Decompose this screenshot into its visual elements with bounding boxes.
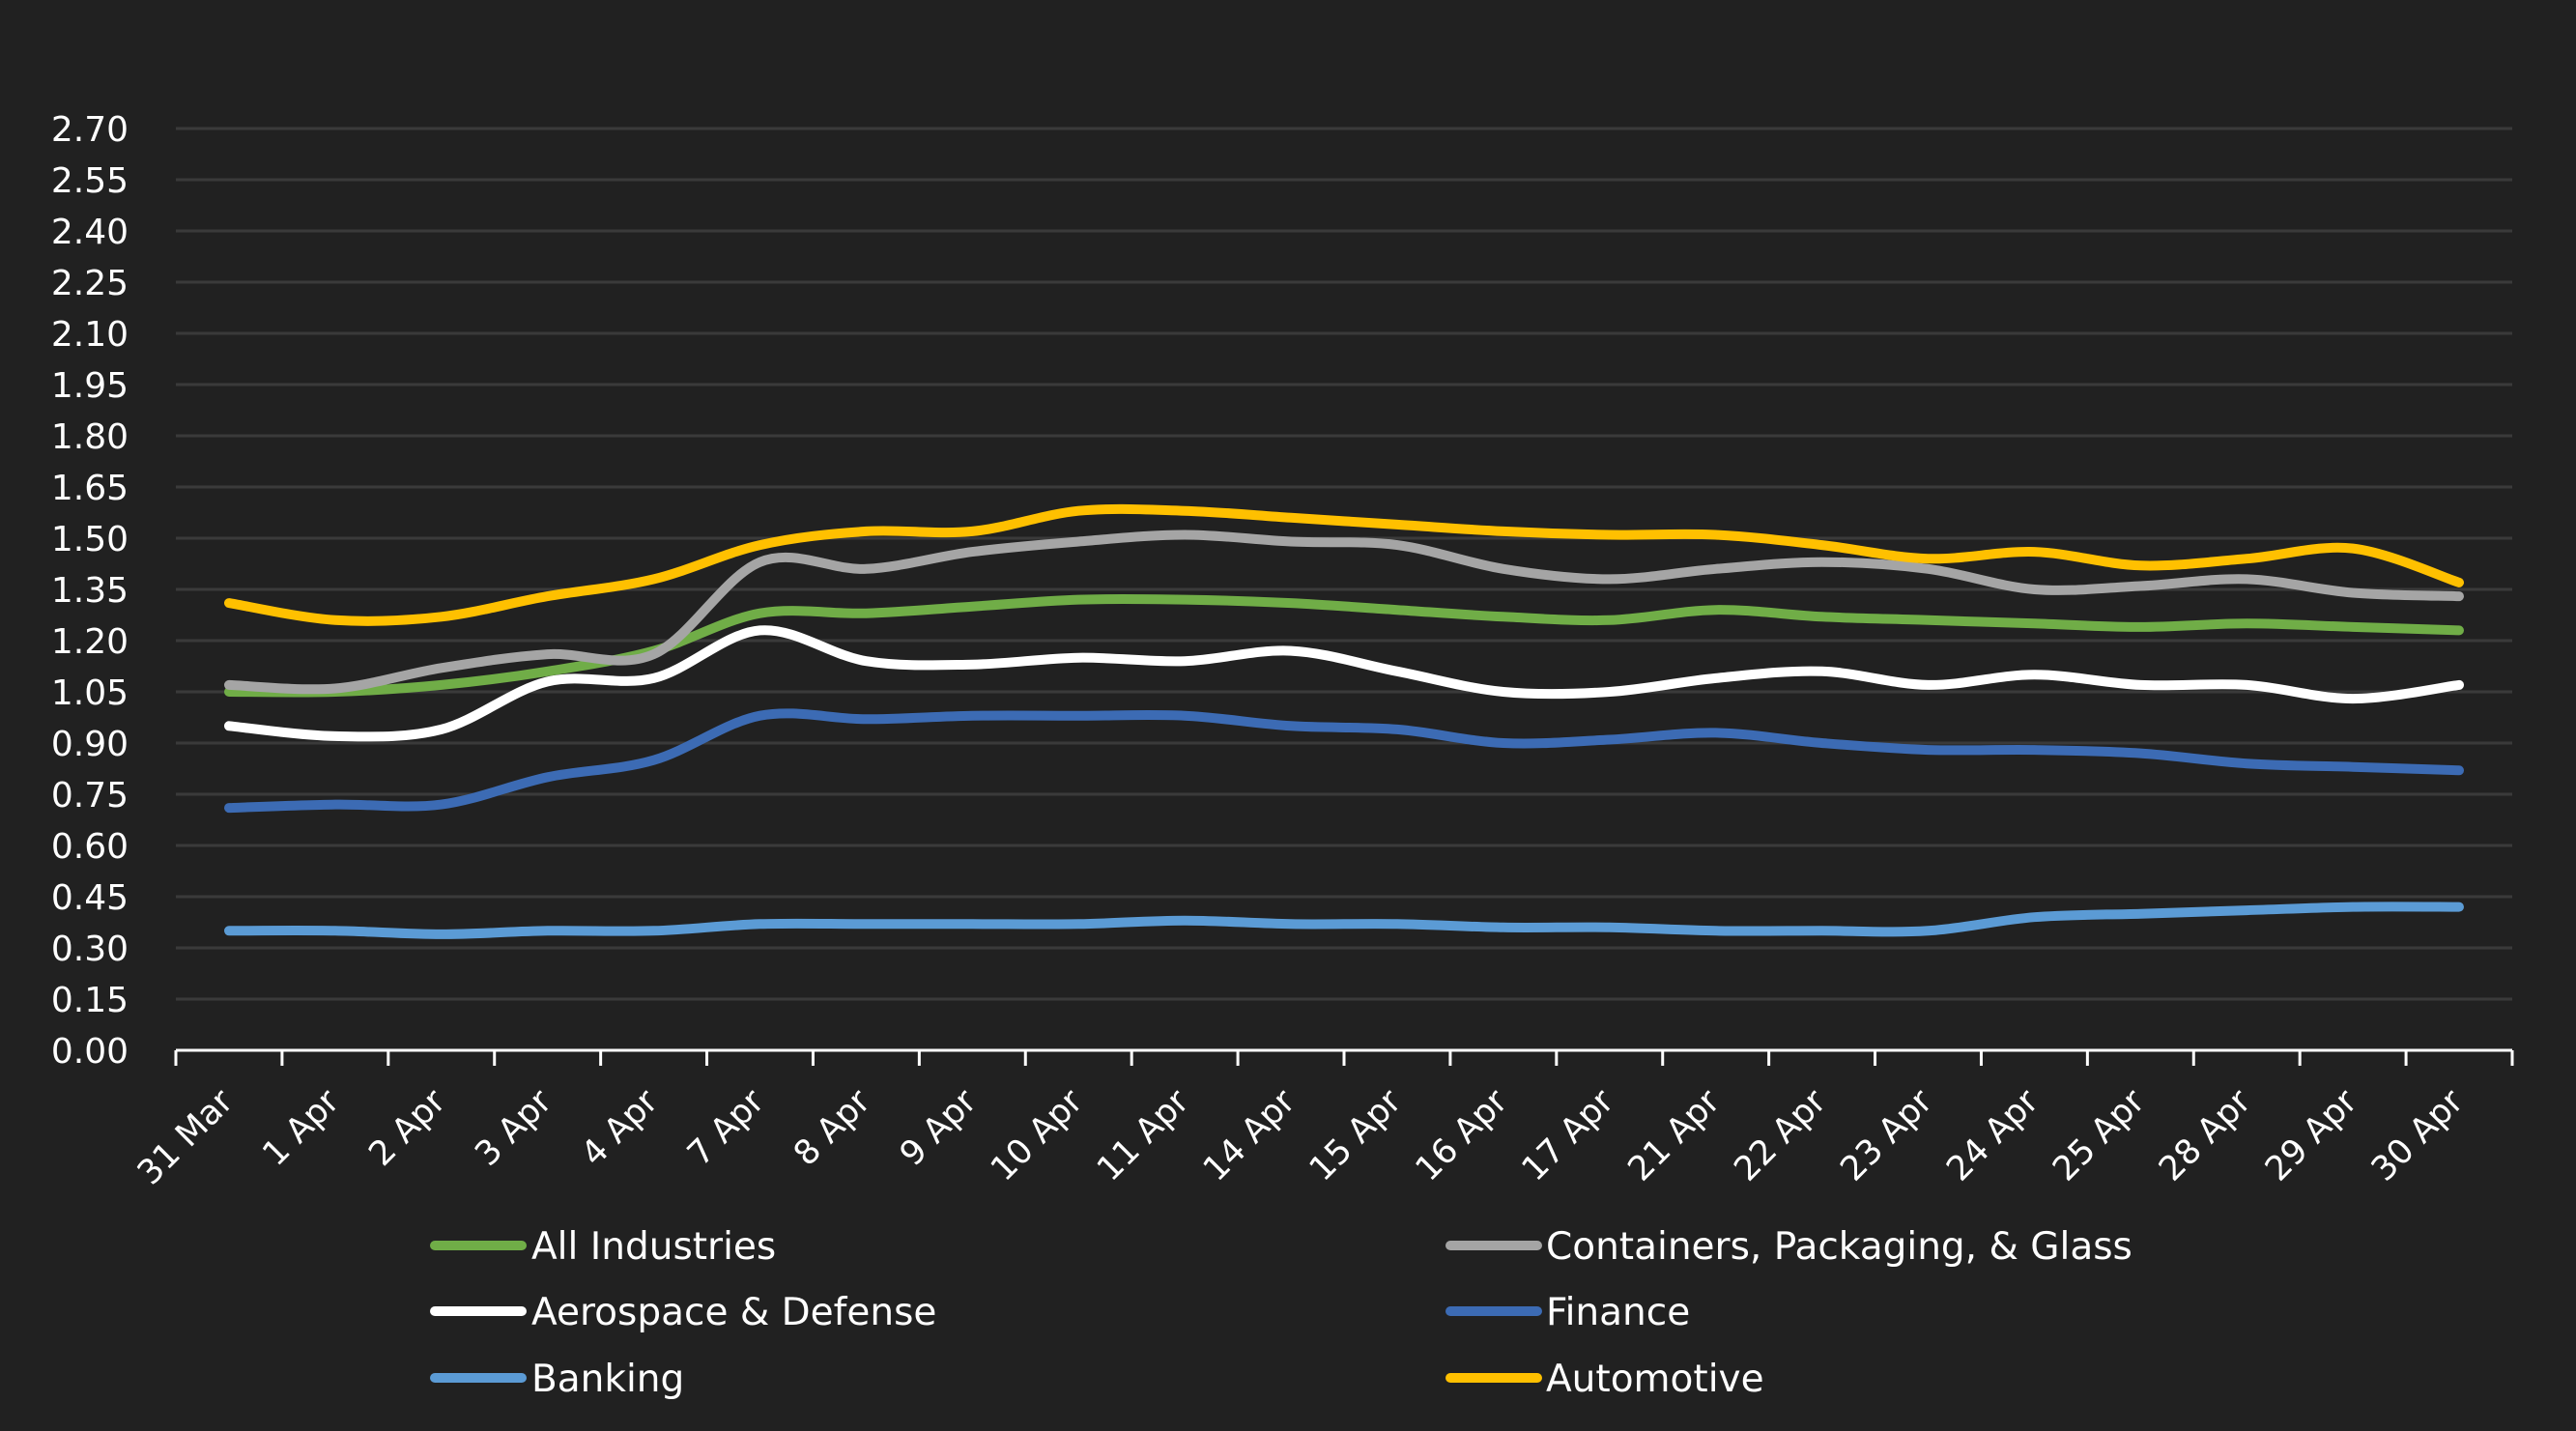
legend-item-all-industries[interactable]: All Industries (430, 1225, 776, 1269)
x-tick-label: 2 Apr (361, 1082, 453, 1174)
y-tick-label: 0.00 (51, 1032, 129, 1072)
x-tick-label: 8 Apr (787, 1082, 878, 1174)
y-tick-label: 2.40 (51, 213, 129, 252)
x-tick-label: 15 Apr (1302, 1082, 1410, 1189)
x-tick-label: 23 Apr (1833, 1082, 1940, 1189)
y-tick-label: 0.45 (51, 878, 129, 918)
y-tick-label: 1.35 (51, 571, 129, 611)
series-line-aerospace-defense (224, 625, 2464, 742)
x-tick-label: 25 Apr (2046, 1082, 2153, 1189)
y-tick-label: 0.90 (51, 725, 129, 764)
legend-item-automotive[interactable]: Automotive (1445, 1358, 1764, 1401)
legend-label: Aerospace & Defense (531, 1291, 936, 1334)
legend-item-aerospace-defense[interactable]: Aerospace & Defense (430, 1291, 936, 1334)
legend-label: Banking (531, 1358, 684, 1401)
legend-item-finance[interactable]: Finance (1445, 1291, 1690, 1334)
series-line-containers-packaging-glass (224, 529, 2464, 695)
legend-item-banking[interactable]: Banking (430, 1358, 684, 1401)
y-tick-label: 1.80 (51, 417, 129, 457)
y-tick-label: 2.55 (51, 161, 129, 201)
y-tick-label: 2.70 (51, 110, 129, 150)
x-tick-label: 30 Apr (2364, 1082, 2472, 1189)
x-tick-label: 9 Apr (893, 1082, 985, 1174)
x-tick-label: 1 Apr (256, 1082, 348, 1174)
y-tick-label: 1.05 (51, 673, 129, 713)
x-axis (174, 1048, 2514, 1066)
x-tick-label: 29 Apr (2258, 1082, 2365, 1189)
x-tick-label: 28 Apr (2152, 1082, 2259, 1189)
legend-label: Automotive (1546, 1358, 1764, 1401)
x-tick-label: 21 Apr (1621, 1082, 1729, 1189)
series-lines (224, 503, 2464, 939)
y-tick-label: 0.15 (51, 981, 129, 1020)
x-tick-label: 7 Apr (680, 1082, 772, 1174)
x-tick-label: 4 Apr (574, 1082, 666, 1174)
series-line-banking (224, 902, 2464, 939)
x-axis-tick-labels: 31 Mar 1 Apr 2 Apr 3 Apr 4 Apr 7 Apr 8 Apr 9 Ap… (130, 1082, 2472, 1193)
x-tick-label: 16 Apr (1409, 1082, 1516, 1189)
y-tick-label: 1.95 (51, 366, 129, 406)
y-tick-label: 0.60 (51, 827, 129, 867)
y-tick-label: 2.10 (51, 315, 129, 355)
legend-label: All Industries (531, 1225, 776, 1269)
x-tick-label: 24 Apr (1939, 1082, 2046, 1189)
x-tick-label: 22 Apr (1727, 1082, 1834, 1189)
x-tick-label: 11 Apr (1090, 1082, 1197, 1189)
x-tick-label: 17 Apr (1515, 1082, 1622, 1189)
legend-item-containers-packaging-glass[interactable]: Containers, Packaging, & Glass (1445, 1225, 2132, 1269)
legend: All Industries Aerospace & Defense Banking… (430, 1225, 2132, 1401)
legend-label: Containers, Packaging, & Glass (1546, 1225, 2132, 1269)
gridlines (176, 127, 2512, 1001)
legend-label: Finance (1546, 1291, 1690, 1334)
y-tick-label: 0.75 (51, 776, 129, 816)
x-tick-label: 31 Mar (130, 1082, 242, 1193)
series-line-automotive (224, 503, 2464, 626)
y-tick-label: 1.20 (51, 622, 129, 662)
y-tick-label: 0.30 (51, 930, 129, 969)
y-axis-tick-labels: 0.00 0.15 0.30 0.45 0.60 0.75 0.90 1.05 1.20 1.35… (51, 110, 129, 1072)
x-tick-label: 10 Apr (984, 1082, 1091, 1189)
x-tick-label: 3 Apr (468, 1082, 559, 1174)
y-tick-label: 2.25 (51, 264, 129, 303)
y-tick-label: 1.65 (51, 469, 129, 508)
series-line-finance (224, 708, 2464, 814)
x-tick-label: 14 Apr (1196, 1082, 1303, 1189)
y-tick-label: 1.50 (51, 520, 129, 559)
